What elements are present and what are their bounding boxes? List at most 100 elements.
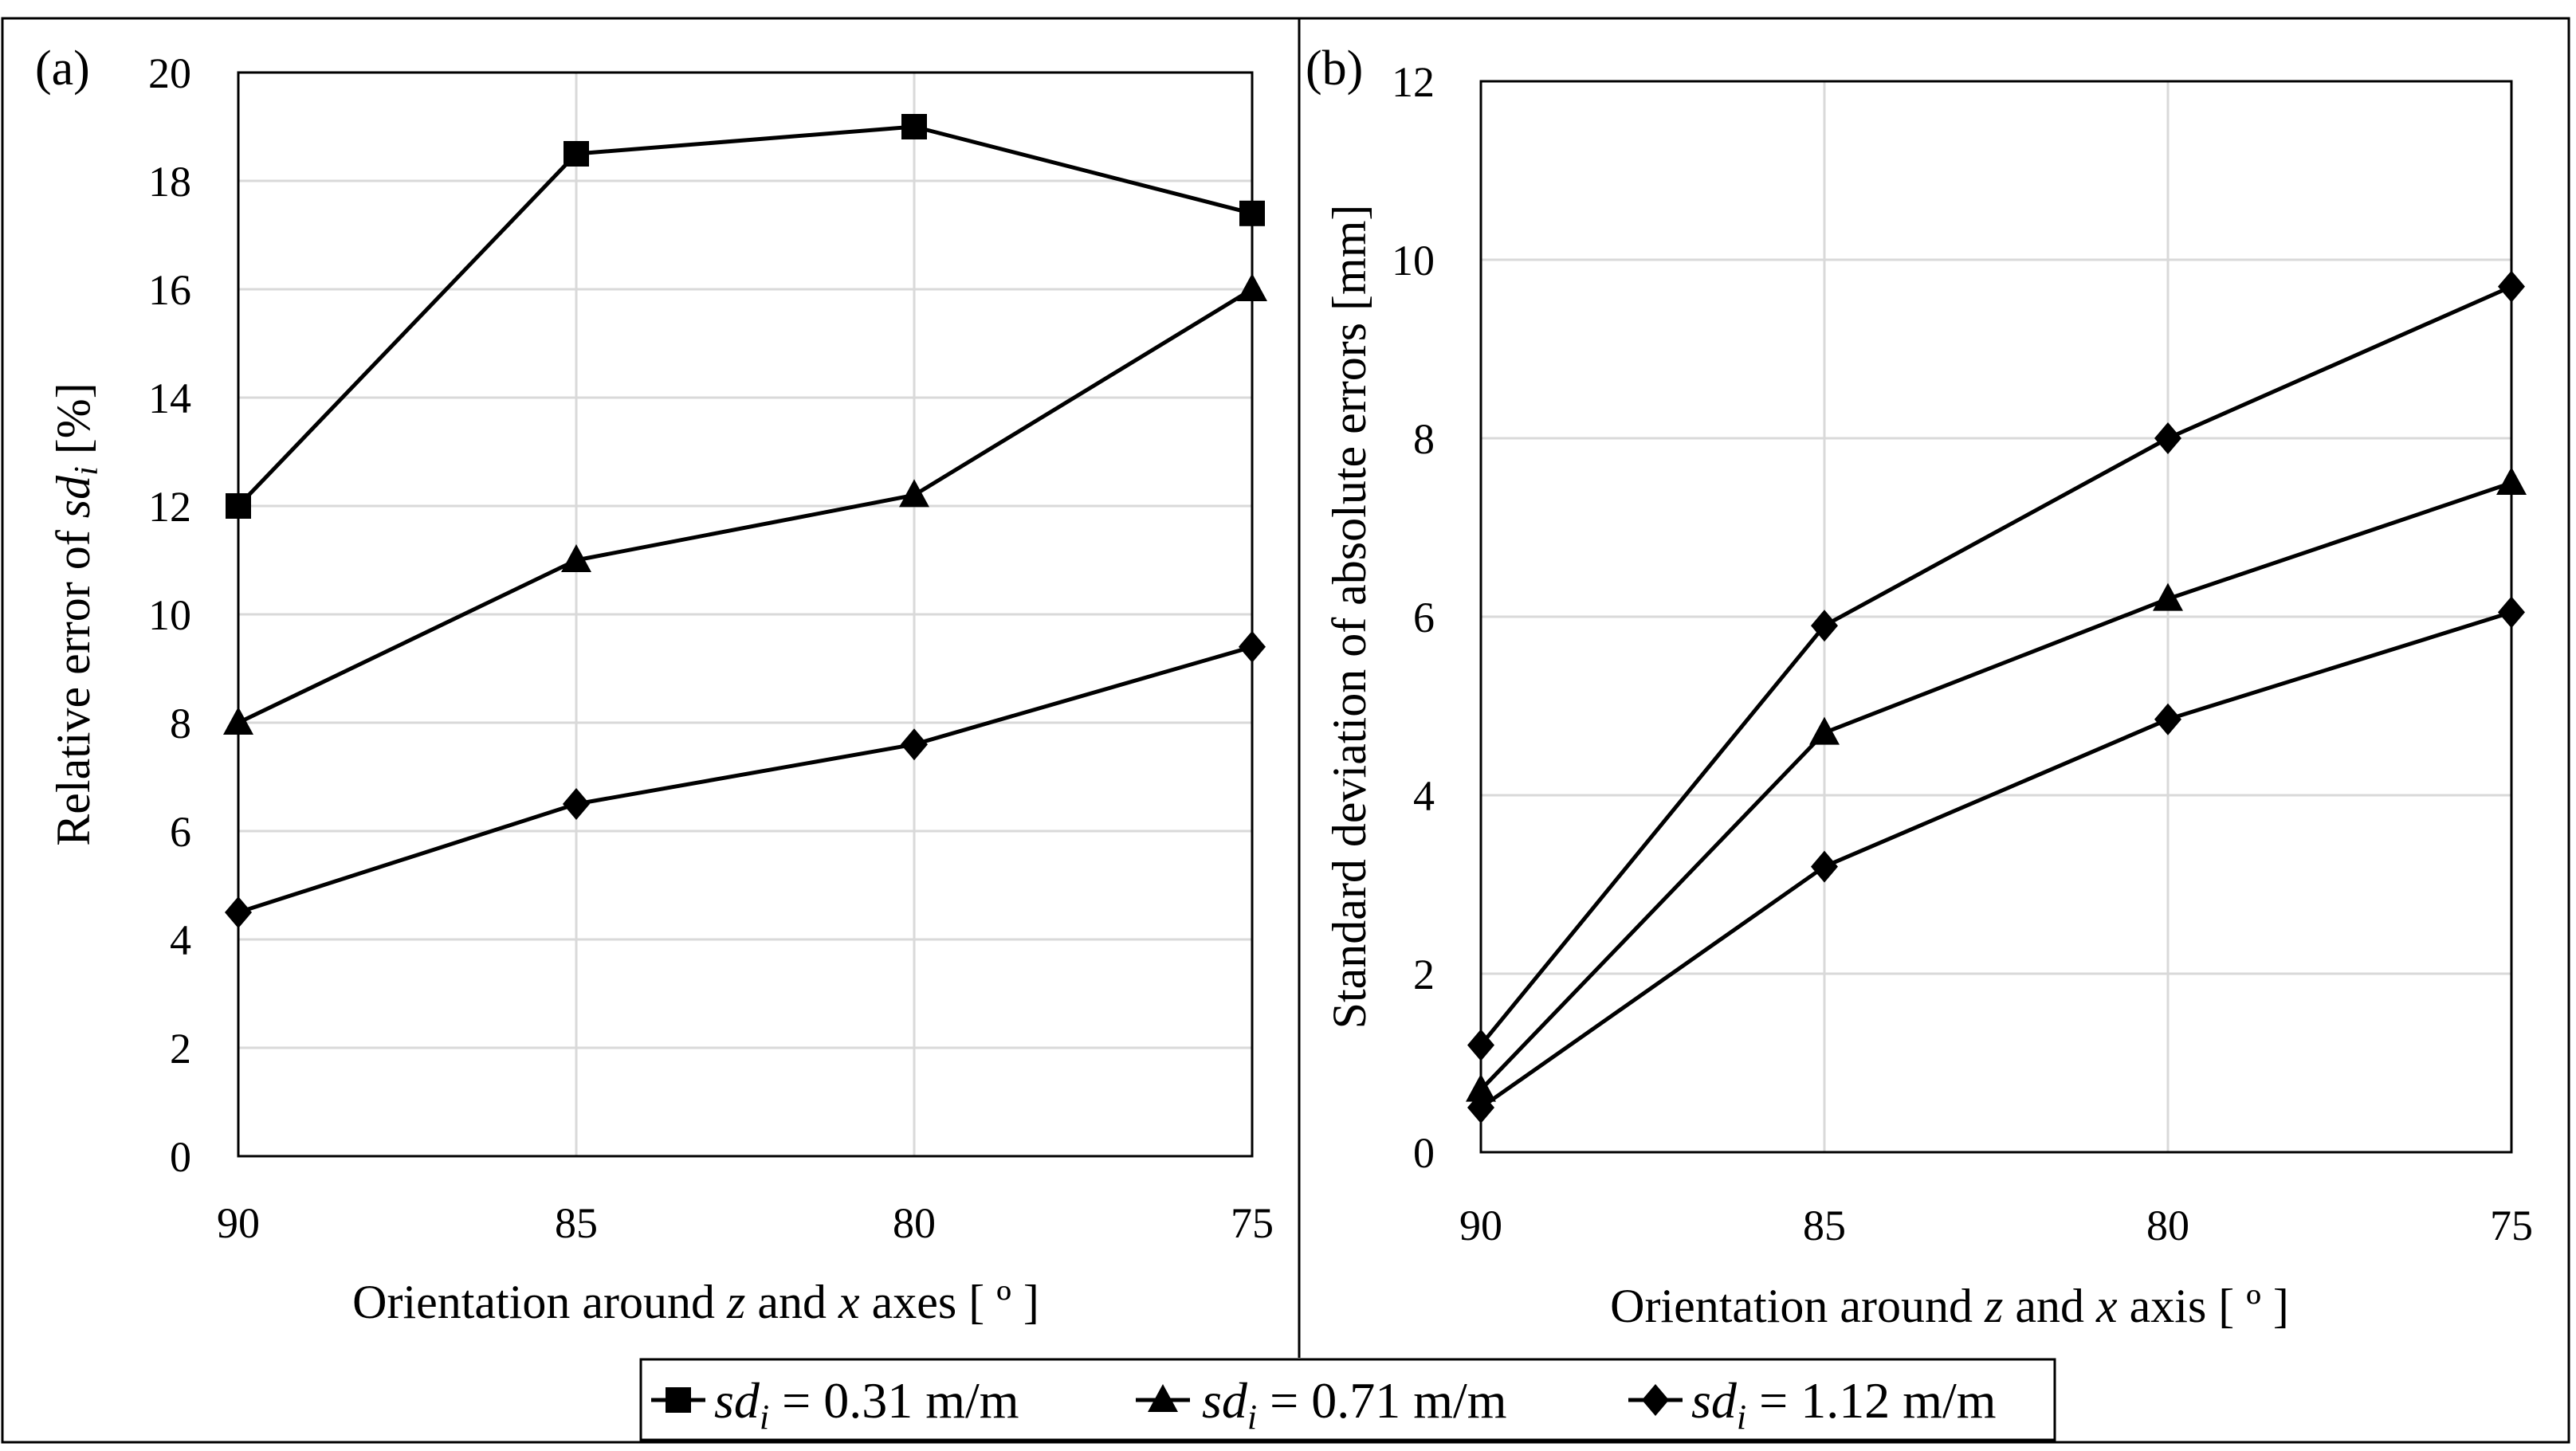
y-tick-label: 10 [1392, 237, 1435, 284]
data-point-triangle [1237, 273, 1267, 301]
y-tick-label: 8 [170, 700, 191, 747]
y-axis-title-subscript: i [69, 466, 105, 476]
legend-value: = 0.31 m/m [769, 1372, 1019, 1429]
series-group [1466, 270, 2527, 1124]
data-point-square [564, 141, 589, 167]
series-line [1479, 480, 2512, 1092]
legend-value: = 0.71 m/m [1257, 1372, 1506, 1429]
legend-item-2: sdi = 0.71 m/m [1136, 1372, 1507, 1437]
series-line [238, 645, 1253, 915]
y-tick-label: 20 [148, 49, 191, 97]
x-tick-label: 80 [2146, 1202, 2189, 1249]
data-point-triangle [899, 479, 929, 508]
x-tick-labels: 90 85 80 75 [1459, 1202, 2533, 1249]
x-tick-labels: 90 85 80 75 [217, 1199, 1274, 1247]
x-tick-label: 80 [893, 1199, 936, 1247]
legend-box [639, 1358, 2056, 1441]
series-2 [223, 273, 1267, 735]
data-point-diamond [1811, 610, 1838, 642]
x-axis-title-z: z [726, 1276, 745, 1328]
data-point-triangle [1466, 1073, 1496, 1102]
chart-panel-b: 0 2 4 6 8 10 12 90 85 80 75 (b) Standard deviatio… [1306, 41, 2533, 1332]
x-tick-label: 85 [555, 1199, 598, 1247]
legend-triangle-marker-shape [1148, 1384, 1178, 1412]
x-axis-title: Orientation around z and x axes [ º ] [352, 1276, 1039, 1328]
data-point-diamond [1467, 1092, 1494, 1124]
y-tick-label: 16 [148, 266, 191, 314]
data-point-diamond [2154, 703, 2181, 735]
panel-label: (a) [35, 41, 90, 96]
y-tick-label: 6 [170, 808, 191, 856]
y-tick-label: 0 [170, 1133, 191, 1181]
x-axis-title-middle: and [2003, 1280, 2096, 1332]
plot-area [237, 71, 1254, 1158]
x-tick-label: 75 [2490, 1202, 2533, 1249]
y-tick-label: 2 [1413, 951, 1435, 998]
x-tick-label: 90 [217, 1199, 260, 1247]
legend-subscript: i [760, 1398, 769, 1437]
data-point-diamond [225, 896, 252, 928]
data-point-diamond [1811, 850, 1838, 883]
y-tick-label: 8 [1413, 415, 1435, 463]
y-tick-labels: 0 2 4 6 8 10 12 14 16 18 20 [148, 49, 191, 1181]
legend-value: = 1.12 m/m [1746, 1372, 1996, 1429]
legend-subscript: i [1737, 1398, 1746, 1437]
panel-label: (b) [1306, 41, 1363, 96]
y-tick-label: 0 [1413, 1129, 1435, 1177]
x-tick-label: 85 [1803, 1202, 1846, 1249]
y-tick-label: 4 [1413, 772, 1435, 820]
x-axis-title-x: x [2095, 1280, 2118, 1332]
series-1 [1467, 270, 2525, 1061]
x-axis-title-x: x [838, 1276, 860, 1328]
y-tick-label: 10 [148, 591, 191, 639]
x-axis-title: Orientation around z and x axis [ º ] [1610, 1280, 2289, 1332]
y-tick-label: 12 [148, 483, 191, 531]
legend-sd: sd [1691, 1372, 1738, 1429]
legend-label: sdi = 0.71 m/m [1202, 1372, 1507, 1437]
series-line [237, 287, 1254, 725]
series-line [1479, 284, 2513, 1047]
x-axis-title-suffix: axis [ º ] [2118, 1280, 2289, 1332]
x-axis-title-suffix: axes [ º ] [860, 1276, 1039, 1328]
data-point-square [901, 114, 927, 139]
data-point-diamond [1239, 630, 1266, 663]
data-point-triangle [1809, 716, 1840, 745]
series-3 [1467, 596, 2525, 1124]
legend-diamond-marker-shape [1642, 1384, 1669, 1416]
legend-triangle-marker [1148, 1384, 1178, 1412]
y-tick-label: 2 [170, 1025, 191, 1073]
chart-panel-a: 0 2 4 6 8 10 12 14 16 18 20 90 85 80 75 (a) Relative … [35, 41, 1274, 1328]
data-point-diamond [901, 728, 928, 761]
legend-item-3: sdi = 1.12 m/m [1628, 1372, 1997, 1437]
series-line [1479, 610, 2512, 1110]
series-1 [226, 114, 1265, 519]
legend-subscript: i [1247, 1398, 1257, 1437]
legend-sd: sd [714, 1372, 760, 1429]
y-tick-label: 6 [1413, 594, 1435, 641]
legend-diamond-marker [1642, 1384, 1669, 1416]
legend-square-marker [666, 1387, 691, 1413]
data-point-diamond [2498, 596, 2525, 629]
y-tick-label: 4 [170, 916, 191, 964]
series-2 [1466, 467, 2527, 1102]
y-tick-label: 18 [148, 158, 191, 206]
figure-border [1, 17, 2570, 1444]
data-point-diamond [1467, 1029, 1494, 1061]
data-point-triangle [2496, 467, 2527, 495]
series-line [237, 124, 1253, 508]
legend-sd: sd [1202, 1372, 1248, 1429]
x-tick-label: 90 [1459, 1202, 1502, 1249]
legend-label: sdi = 1.12 m/m [1691, 1372, 1997, 1437]
data-point-square [1239, 200, 1265, 226]
data-point-diamond [563, 788, 590, 820]
legend: sdi = 0.31 m/m sdi = 0.71 m/m sdi = 1.12… [639, 1358, 2056, 1441]
legend-item-1: sdi = 0.31 m/m [651, 1372, 1019, 1437]
legend-label: sdi = 0.31 m/m [714, 1372, 1019, 1437]
x-axis-title-z: z [1984, 1280, 2003, 1332]
data-point-triangle [561, 544, 591, 572]
legend-square-marker-shape [666, 1387, 691, 1413]
data-point-triangle [2153, 582, 2183, 611]
y-axis-title-prefix: Relative error of [47, 518, 100, 845]
y-tick-labels: 0 2 4 6 8 10 12 [1392, 58, 1435, 1177]
